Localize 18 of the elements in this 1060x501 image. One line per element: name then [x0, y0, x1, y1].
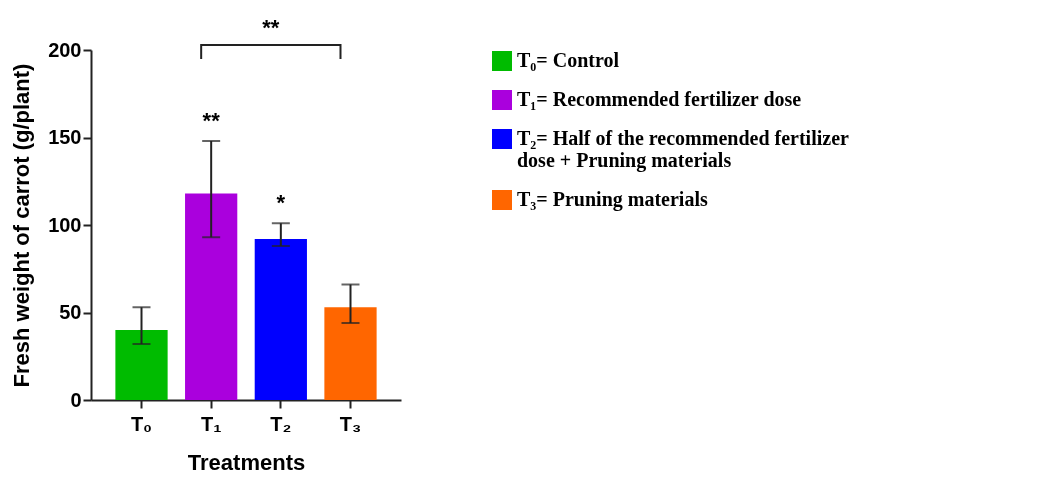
x-tick-label: T₀: [130, 412, 153, 435]
legend-label: T₁= Recommended fertilizer dose: [517, 88, 802, 110]
y-tick-label: 50: [59, 301, 82, 323]
x-tick-label: T₃: [339, 412, 362, 435]
legend-label: T₀= Control: [517, 49, 620, 71]
annotation: *: [276, 190, 286, 216]
y-tick-label: 100: [48, 213, 82, 236]
y-axis-title: Fresh weight of carrot (g/plant): [9, 63, 35, 388]
text: **: [262, 15, 280, 40]
x-axis-title: Treatments: [187, 449, 306, 475]
legend-label: T₃= Pruning materials: [517, 188, 708, 211]
y-tick-label: 150: [48, 126, 82, 148]
annotation: **: [202, 108, 221, 133]
x-tick-label: T₁: [200, 412, 222, 435]
y-tick-label: 0: [70, 388, 82, 411]
x-tick-label: T₂: [270, 412, 292, 435]
y-tick-label: 200: [48, 38, 82, 61]
legend-label: T₂= Half of the recommended fertilizer dose + Pruning materials: [517, 127, 850, 172]
